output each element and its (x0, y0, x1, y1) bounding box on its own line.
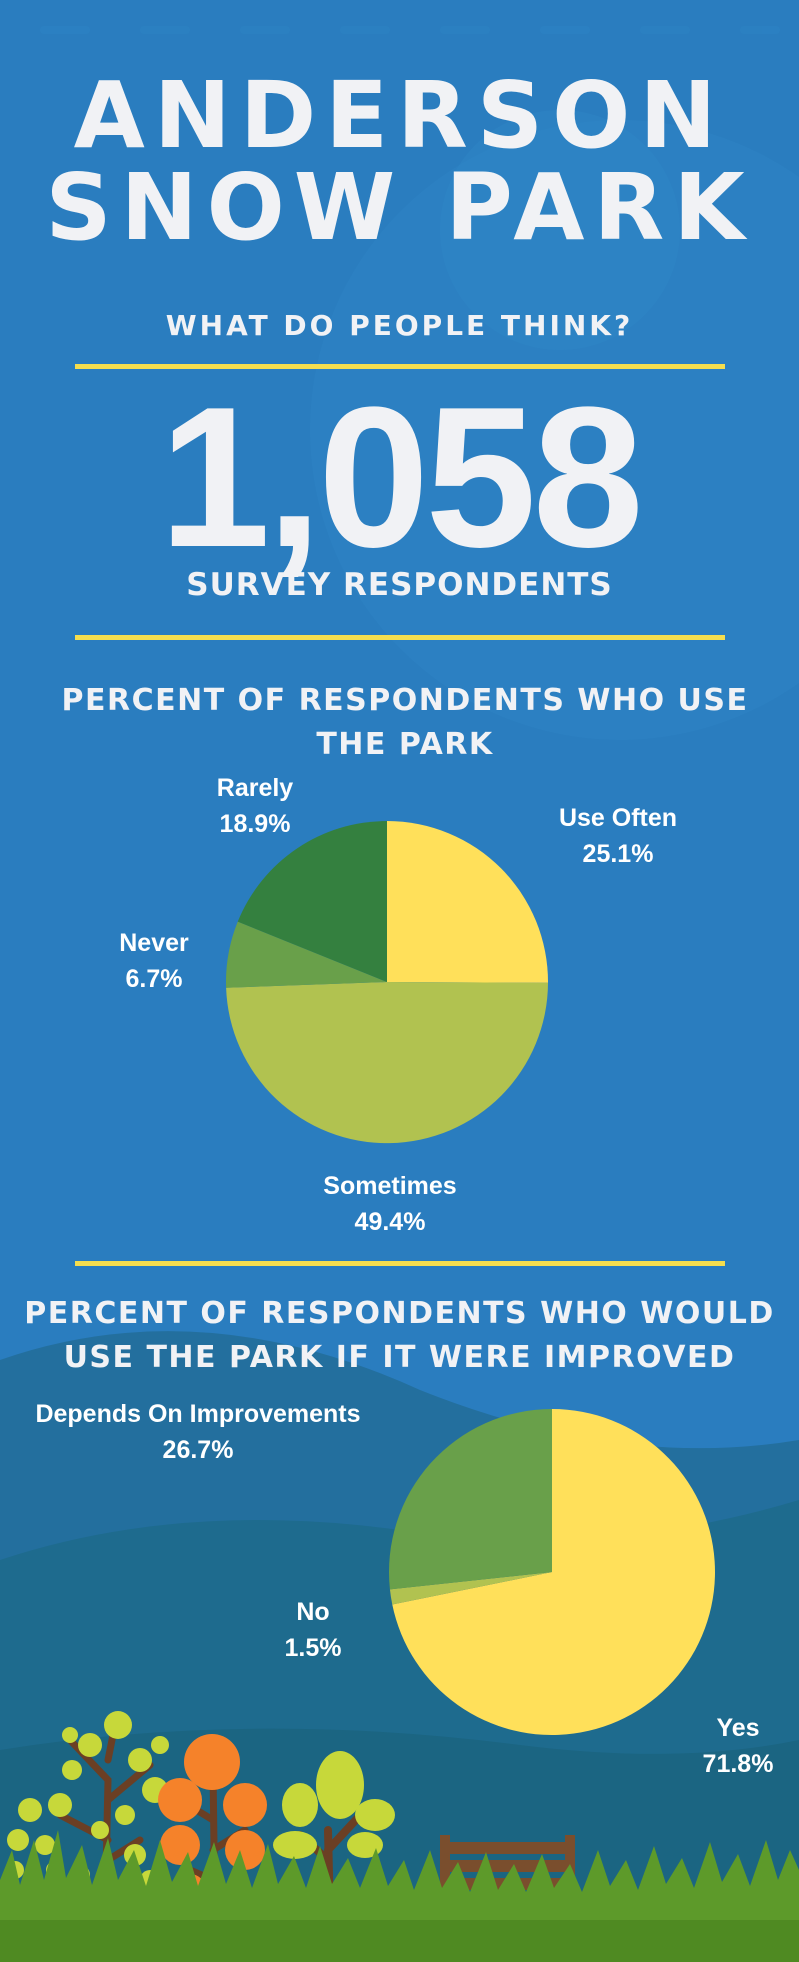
chart-2-title: PERCENT OF RESPONDENTS WHO WOULD USE THE… (24, 1296, 775, 1375)
chart-1-slice-use-often (387, 821, 549, 983)
chart-1-pie (225, 821, 549, 1144)
chart-1-label-use-often-name: Use Often (558, 804, 678, 832)
title-line-2: SNOW PARK (45, 154, 754, 261)
chart-1-label-never: Never 6.7% (64, 925, 244, 997)
chart-2-slice-depends-on-improvements (389, 1409, 552, 1590)
tree-illustrations (6, 1711, 395, 1924)
chart-1-label-sometimes: Sometimes 49.4% (300, 1168, 480, 1240)
chart-2-label-yes-name: Yes (716, 1714, 760, 1742)
respondent-label: SURVEY RESPONDENTS (186, 567, 613, 603)
divider-1 (75, 364, 725, 369)
chart-1-slice-rarely (237, 821, 387, 982)
chart-2-label-depends: Depends On Improvements 26.7% (0, 1396, 398, 1468)
page-title: ANDERSON SNOW PARK (0, 70, 799, 254)
page-subtitle: WHAT DO PEOPLE THINK? (165, 309, 634, 342)
chart-1-label-rarely: Rarely 18.9% (165, 770, 345, 842)
chart-1-label-rarely-value: 18.9% (219, 810, 291, 838)
chart-1-label-sometimes-name: Sometimes (323, 1172, 457, 1200)
chart-1-label-never-name: Never (119, 929, 189, 957)
chart-1-label-use-often-value: 25.1% (582, 840, 654, 868)
title-line-1: ANDERSON (73, 62, 726, 169)
chart-1-label-rarely-name: Rarely (216, 774, 294, 802)
chart-2-label-yes-value: 71.8% (702, 1750, 774, 1778)
divider-3 (75, 1261, 725, 1266)
chart-1-slice-never (225, 921, 387, 988)
chart-2-label-no-value: 1.5% (284, 1634, 342, 1662)
divider-2 (75, 635, 725, 640)
chart-2-label-no: No 1.5% (223, 1594, 403, 1666)
chart-1-slice-sometimes (226, 982, 548, 1144)
chart-2-slice-no (389, 1572, 552, 1605)
chart-1-title: PERCENT OF RESPONDENTS WHO USE THE PARK (61, 683, 749, 762)
chart-2-label-no-name: No (296, 1598, 330, 1626)
respondent-count: 1,058 (159, 366, 644, 589)
chart-1-label-never-value: 6.7% (125, 965, 183, 993)
chart-2-label-yes: Yes 71.8% (648, 1710, 799, 1782)
chart-1-label-use-often: Use Often 25.1% (528, 800, 708, 872)
chart-2-pie (389, 1409, 715, 1735)
chart-2-label-depends-value: 26.7% (162, 1436, 234, 1464)
chart-2-slice-yes (392, 1409, 715, 1735)
chart-2-label-depends-name: Depends On Improvements (35, 1400, 361, 1428)
chart-1-label-sometimes-value: 49.4% (354, 1208, 426, 1236)
